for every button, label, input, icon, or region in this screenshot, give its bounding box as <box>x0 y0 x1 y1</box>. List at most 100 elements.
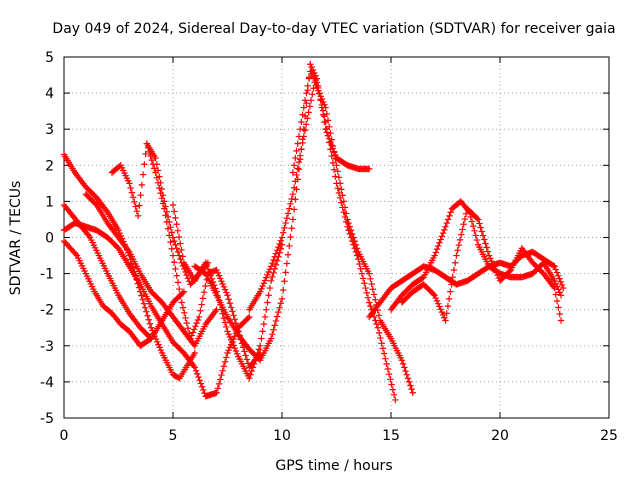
data-point <box>154 179 162 187</box>
data-point <box>213 266 220 274</box>
data-point <box>128 189 136 196</box>
data-point <box>158 195 165 202</box>
data-point <box>293 171 300 179</box>
data-point <box>436 239 443 246</box>
data-point <box>92 200 99 208</box>
data-point <box>477 224 484 231</box>
data-point <box>444 216 452 223</box>
data-point <box>230 342 237 349</box>
data-point <box>317 96 324 103</box>
data-point <box>197 380 205 387</box>
y-tick-label: -4 <box>40 375 54 391</box>
data-point <box>451 259 459 266</box>
data-point <box>419 274 426 282</box>
data-point <box>148 156 156 164</box>
data-point <box>269 330 276 338</box>
data-point <box>267 263 275 270</box>
data-point <box>344 223 351 230</box>
data-point <box>314 84 322 92</box>
data-point <box>169 201 177 209</box>
data-point <box>357 265 364 272</box>
data-point <box>392 396 399 404</box>
data-point <box>361 280 368 287</box>
data-point <box>225 296 232 303</box>
data-point <box>171 208 178 215</box>
data-point <box>137 192 144 199</box>
data-point <box>270 269 277 276</box>
data-point <box>399 360 407 368</box>
data-point <box>384 365 392 373</box>
data-point <box>442 317 449 324</box>
data-point <box>146 148 153 156</box>
data-point <box>220 314 228 322</box>
data-point <box>359 275 367 282</box>
data-point <box>370 291 378 298</box>
data-point <box>190 326 198 333</box>
data-point <box>173 272 180 279</box>
data-point <box>295 158 303 166</box>
data-point <box>432 294 440 302</box>
data-point <box>350 241 357 248</box>
data-point <box>201 269 208 276</box>
data-point <box>328 152 335 160</box>
data-point <box>275 243 282 251</box>
data-point <box>166 232 173 239</box>
data-point <box>284 210 292 217</box>
data-point <box>282 219 289 227</box>
data-point <box>72 250 79 258</box>
data-point <box>217 376 224 383</box>
data-point <box>115 227 122 234</box>
data-point <box>200 386 207 394</box>
data-point <box>161 205 168 212</box>
data-point <box>366 299 373 306</box>
data-point <box>448 281 455 288</box>
data-point <box>560 284 567 292</box>
data-point <box>232 347 240 355</box>
data-point <box>223 354 230 361</box>
data-point <box>174 279 182 286</box>
y-tick-label: 1 <box>45 194 54 210</box>
data-point <box>449 274 456 281</box>
data-point <box>226 300 234 307</box>
data-point <box>296 152 304 159</box>
data-point <box>447 209 454 216</box>
data-point <box>453 252 460 259</box>
data-point <box>368 280 375 288</box>
data-point <box>226 344 234 351</box>
data-point <box>220 283 228 291</box>
data-point <box>215 380 223 388</box>
data-point <box>437 236 444 243</box>
series-sat-track-5 <box>82 190 220 349</box>
data-point <box>557 292 565 299</box>
data-point <box>435 300 442 307</box>
data-point <box>129 194 137 201</box>
data-point <box>196 377 203 384</box>
data-point <box>134 212 142 220</box>
x-axis-label: GPS time / hours <box>275 458 392 474</box>
data-point <box>267 277 275 285</box>
data-point <box>144 312 151 319</box>
data-point <box>250 360 258 368</box>
data-point <box>482 240 489 247</box>
data-point <box>138 292 145 299</box>
data-point <box>442 223 449 230</box>
data-point <box>377 334 384 342</box>
data-point <box>341 213 349 221</box>
data-point <box>283 215 291 222</box>
data-point <box>303 121 310 128</box>
data-point <box>278 295 286 303</box>
data-point <box>403 371 410 378</box>
data-point <box>218 278 225 285</box>
x-tick-label: 0 <box>60 428 69 444</box>
data-point <box>194 370 201 378</box>
data-point <box>316 90 323 97</box>
data-point <box>259 282 266 290</box>
data-point <box>342 218 350 226</box>
data-point <box>231 345 238 352</box>
data-point <box>430 290 437 298</box>
data-point <box>433 245 441 253</box>
data-point <box>558 281 566 289</box>
data-point <box>484 248 492 255</box>
data-point <box>329 142 337 150</box>
